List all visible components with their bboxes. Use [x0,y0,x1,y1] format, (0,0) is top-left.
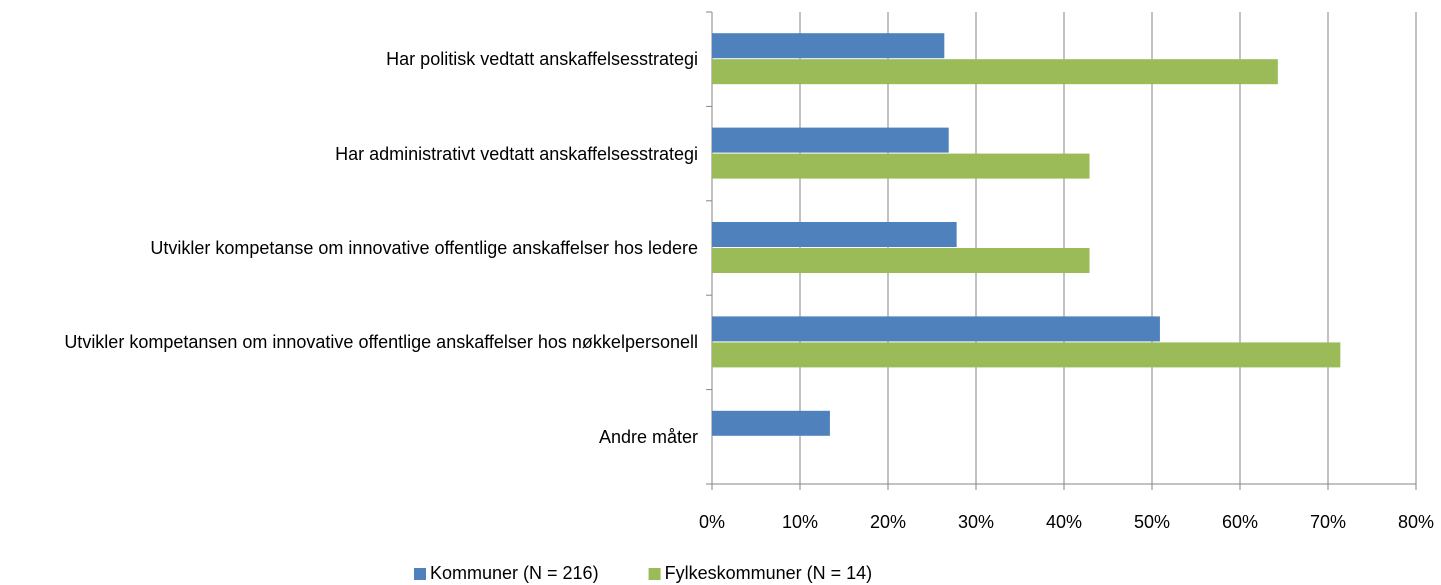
y-tick-label-text: Har politisk vedtatt anskaffelsesstrateg… [386,49,698,70]
y-tick-label: Har administrativt vedtatt anskaffelsess… [0,142,698,166]
x-tick-label: 10% [782,512,818,532]
legend-label: Kommuner (N = 216) [430,563,599,583]
x-tick-label: 50% [1134,512,1170,532]
bar [712,316,1160,342]
y-tick-label: Har politisk vedtatt anskaffelsesstrateg… [0,47,698,71]
legend-label: Fylkeskommuner (N = 14) [665,563,873,583]
y-tick-label: Andre måter [0,425,698,449]
legend-swatch [648,568,661,580]
x-tick-label: 20% [870,512,906,532]
legend-swatch [414,568,426,580]
y-tick-label-text: Andre måter [598,426,698,447]
y-tick-label: Utvikler kompetanse om innovative offent… [0,236,698,260]
bar [712,59,1278,85]
x-tick-label: 0% [699,512,725,532]
bar [712,222,957,247]
bar [712,342,1341,368]
bar [712,33,945,59]
x-tick-label: 30% [958,512,994,532]
x-tick-label: 80% [1398,512,1434,532]
bar [712,127,949,153]
y-tick-label: Utvikler kompetansen om innovative offen… [0,330,698,354]
bar [712,410,830,436]
x-tick-label: 60% [1222,512,1258,532]
bar [712,153,1090,179]
y-tick-label-text: Utvikler kompetanse om innovative offent… [150,238,698,258]
x-tick-label: 40% [1046,512,1082,532]
bar [712,248,1090,273]
y-tick-label-text: Har administrativt vedtatt anskaffelsess… [335,143,698,164]
x-tick-label: 70% [1310,512,1346,532]
y-tick-label-text: Utvikler kompetansen om innovative offen… [64,332,698,353]
